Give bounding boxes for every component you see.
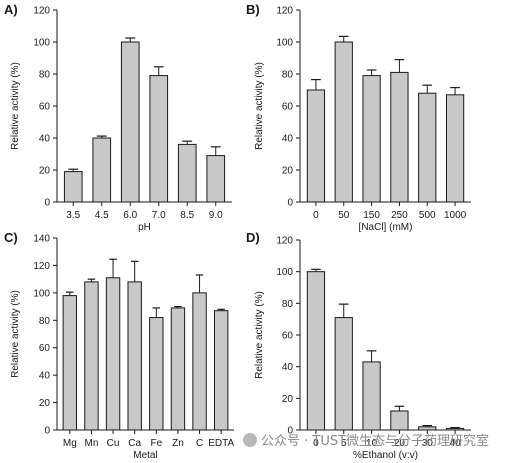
bar xyxy=(306,89,326,203)
y-axis-label: Relative activity (%) xyxy=(10,290,21,378)
y-tick-label: 140 xyxy=(33,234,50,245)
x-tick-label: 20 xyxy=(394,438,406,449)
x-axis-label: Metal xyxy=(133,450,157,461)
bar xyxy=(418,92,437,203)
x-tick-label: 0 xyxy=(313,210,319,221)
bar xyxy=(63,171,83,203)
y-axis-label: Relative activity (%) xyxy=(254,62,265,150)
x-axis-label: [NaCl] (mM) xyxy=(359,222,413,233)
x-tick-label: Mn xyxy=(84,438,98,449)
y-tick-label: 100 xyxy=(33,288,50,299)
bar xyxy=(120,41,140,203)
bar xyxy=(62,295,78,431)
x-tick-label: 1000 xyxy=(444,210,467,221)
x-tick-label: 3.5 xyxy=(66,210,80,221)
x-tick-label: 6.0 xyxy=(123,210,137,221)
y-tick-label: 120 xyxy=(276,6,293,17)
chart-panel-2: B) 0 20 40 60 80 100 120 Relative activity (%) 0 5… xyxy=(246,2,471,233)
y-tick-label: 40 xyxy=(39,371,51,382)
y-tick-label: 100 xyxy=(276,267,293,278)
x-tick-label: 5 xyxy=(341,438,347,449)
bar xyxy=(390,71,409,203)
bar xyxy=(192,292,207,431)
bar xyxy=(84,281,99,431)
y-tick-label: 0 xyxy=(287,198,293,209)
watermark-text: 公众号 · TUST微生态与分子药理研究室 xyxy=(261,434,490,449)
watermark: 公众号 · TUST微生态与分子药理研究室 xyxy=(243,430,489,449)
panel-label: C) xyxy=(4,230,18,245)
y-tick-label: 80 xyxy=(282,299,294,310)
bar xyxy=(362,361,381,431)
y-tick-label: 20 xyxy=(282,166,294,177)
x-tick-label: 150 xyxy=(363,210,380,221)
bar xyxy=(177,143,197,203)
y-tick-label: 0 xyxy=(287,426,293,437)
chart-panel-1: A) 0 20 40 60 80 100 120 Relative activity (%) 3.… xyxy=(4,2,232,233)
y-tick-label: 40 xyxy=(39,134,51,145)
x-tick-label: 9.0 xyxy=(209,210,223,221)
bar xyxy=(127,281,142,431)
y-tick-label: 120 xyxy=(276,236,293,247)
x-tick-label: C xyxy=(196,438,203,449)
chart-panel-4: D) 0 20 40 60 80 100 120 Relative activity (%) 0 5… xyxy=(246,230,471,461)
bar xyxy=(445,94,465,203)
y-tick-label: 0 xyxy=(44,198,50,209)
bar xyxy=(213,310,229,431)
y-tick-label: 80 xyxy=(39,316,51,327)
bar xyxy=(149,75,169,203)
bar xyxy=(306,271,326,431)
y-tick-label: 80 xyxy=(39,70,51,81)
x-tick-label: 4.5 xyxy=(95,210,109,221)
x-tick-label: 40 xyxy=(450,438,462,449)
y-axis-label: Relative activity (%) xyxy=(10,62,21,150)
y-tick-label: 20 xyxy=(282,394,294,405)
x-tick-label: 500 xyxy=(419,210,436,221)
x-axis-label: %Ethanol (v:v) xyxy=(353,450,418,461)
y-tick-label: 100 xyxy=(276,38,293,49)
x-axis-label: pH xyxy=(138,222,151,233)
y-tick-label: 120 xyxy=(33,6,50,17)
y-tick-label: 120 xyxy=(33,261,50,272)
y-tick-label: 20 xyxy=(39,398,51,409)
y-tick-label: 60 xyxy=(282,331,294,342)
y-tick-label: 0 xyxy=(44,426,50,437)
y-tick-label: 40 xyxy=(282,134,294,145)
x-tick-label: 8.5 xyxy=(180,210,194,221)
bar xyxy=(92,137,112,203)
panel-label: A) xyxy=(4,2,18,17)
x-tick-label: 0 xyxy=(313,438,319,449)
bar xyxy=(390,410,409,431)
bar xyxy=(206,155,226,203)
y-tick-label: 100 xyxy=(33,38,50,49)
x-tick-label: 30 xyxy=(422,438,434,449)
wechat-icon xyxy=(243,433,257,447)
x-tick-label: Cu xyxy=(107,438,120,449)
y-axis-label: Relative activity (%) xyxy=(254,291,265,379)
y-tick-label: 60 xyxy=(282,102,294,113)
x-tick-label: 250 xyxy=(391,210,408,221)
bar xyxy=(362,75,381,203)
bar xyxy=(105,277,121,431)
bar xyxy=(334,41,353,203)
bar xyxy=(149,317,164,431)
y-tick-label: 80 xyxy=(282,70,294,81)
x-tick-label: Mg xyxy=(63,438,77,449)
y-tick-label: 20 xyxy=(39,166,51,177)
y-tick-label: 40 xyxy=(282,362,294,373)
y-tick-label: 60 xyxy=(39,102,51,113)
bar xyxy=(170,307,186,431)
x-tick-label: EDTA xyxy=(208,438,234,449)
x-tick-label: 50 xyxy=(338,210,350,221)
x-tick-label: Zn xyxy=(172,438,184,449)
panel-label: B) xyxy=(246,2,260,17)
chart-panel-3: C) 0 20 40 60 80 100 120 140 Relative activity (%… xyxy=(4,230,234,461)
bar xyxy=(334,317,353,431)
x-tick-label: 10 xyxy=(366,438,378,449)
x-tick-label: Ca xyxy=(128,438,141,449)
panel-label: D) xyxy=(246,230,260,245)
y-tick-label: 60 xyxy=(39,343,51,354)
x-tick-label: 7.0 xyxy=(152,210,166,221)
x-tick-label: Fe xyxy=(150,438,162,449)
